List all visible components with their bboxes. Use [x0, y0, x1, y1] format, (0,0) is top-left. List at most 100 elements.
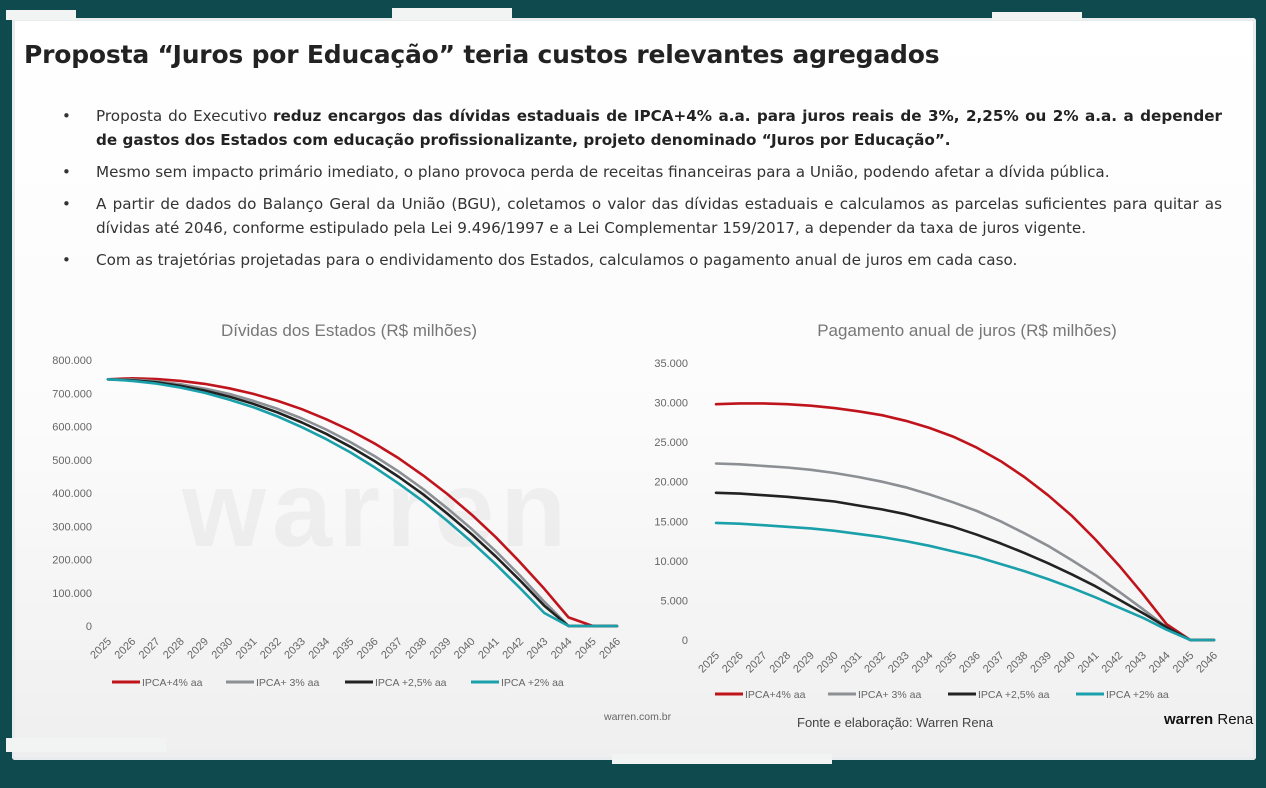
- bullet-dot: •: [62, 163, 71, 181]
- brand-logo-bold: warren: [1164, 711, 1214, 728]
- x-tick-label: 2038: [1005, 650, 1031, 676]
- x-tick-label: 2046: [1194, 650, 1220, 676]
- x-tick-label: 2031: [839, 650, 865, 676]
- bullet-item: • A partir de dados do Balanço Geral da …: [62, 192, 1222, 240]
- y-tick-label: 25.000: [654, 437, 688, 449]
- x-tick-label: 2030: [210, 636, 236, 662]
- x-tick-label: 2033: [886, 650, 912, 676]
- x-tick-label: 2040: [1052, 650, 1078, 676]
- x-tick-label: 2042: [1099, 650, 1125, 676]
- x-tick-label: 2034: [306, 636, 332, 662]
- series-line-2: [714, 462, 1216, 642]
- series-line-3: [106, 378, 619, 628]
- x-tick-label: 2039: [1028, 650, 1054, 676]
- y-tick-label: 0: [86, 621, 92, 633]
- x-tick-label: 2032: [862, 650, 888, 676]
- x-tick-label: 2026: [113, 636, 139, 662]
- x-tick-label: 2025: [88, 636, 114, 662]
- bullet-dot: •: [62, 251, 71, 269]
- x-tick-label: 2037: [379, 636, 405, 662]
- y-tick-label: 10.000: [654, 556, 688, 568]
- legend-label: IPCA+ 3% aa: [858, 689, 921, 701]
- series-line-1: [714, 402, 1216, 642]
- y-tick-label: 600.000: [52, 422, 92, 434]
- frame-texture: [992, 12, 1082, 20]
- bullet-item: • Proposta do Executivo reduz encargos d…: [62, 104, 1222, 152]
- y-tick-label: 5.000: [660, 595, 688, 607]
- x-tick-label: 2039: [428, 636, 454, 662]
- chart-title: Pagamento anual de juros (R$ milhões): [817, 321, 1117, 340]
- x-tick-label: 2036: [957, 650, 983, 676]
- x-tick-label: 2028: [161, 636, 187, 662]
- series-line-1: [106, 377, 619, 628]
- y-tick-label: 400.000: [52, 488, 92, 500]
- y-tick-label: 15.000: [654, 516, 688, 528]
- y-tick-label: 700.000: [52, 388, 92, 400]
- y-tick-label: 500.000: [52, 455, 92, 467]
- bullet-dot: •: [62, 195, 71, 213]
- slide-title: Proposta “Juros por Educação” teria cust…: [24, 40, 940, 69]
- bullet-dot: •: [62, 107, 71, 125]
- bullet-item: • Com as trajetórias projetadas para o e…: [62, 248, 1222, 272]
- x-tick-label: 2030: [815, 650, 841, 676]
- bullet-text-plain: A partir de dados do Balanço Geral da Un…: [96, 195, 1222, 237]
- brand-logo-light: Rena: [1213, 711, 1254, 728]
- bullet-text-plain: Proposta do Executivo: [96, 107, 273, 125]
- chart-title: Dívidas dos Estados (R$ milhões): [221, 321, 477, 340]
- y-tick-label: 0: [682, 635, 688, 647]
- x-tick-label: 2028: [767, 650, 793, 676]
- series-line-3: [714, 491, 1216, 642]
- x-tick-label: 2026: [720, 650, 746, 676]
- footer-url: warren.com.br: [604, 711, 672, 723]
- series-line-4: [714, 521, 1216, 642]
- y-tick-label: 30.000: [654, 398, 688, 410]
- x-tick-label: 2032: [258, 636, 284, 662]
- legend-label: IPCA +2% aa: [501, 677, 564, 689]
- y-tick-label: 35.000: [654, 358, 688, 370]
- charts-svg: warren Dívidas dos Estados (R$ milhões) 0…: [52, 321, 1220, 701]
- y-tick-label: 800.000: [52, 355, 92, 367]
- frame-texture: [6, 738, 166, 752]
- x-tick-label: 2045: [573, 636, 599, 662]
- legend-label: IPCA +2% aa: [1106, 689, 1169, 701]
- x-tick-label: 2038: [403, 636, 429, 662]
- x-tick-label: 2045: [1171, 650, 1197, 676]
- x-tick-label: 2034: [910, 650, 936, 676]
- x-tick-label: 2027: [744, 650, 770, 676]
- chart-pagamento-juros: Pagamento anual de juros (R$ milhões) 0 5.…: [654, 321, 1220, 701]
- x-tick-label: 2043: [1123, 650, 1149, 676]
- x-tick-label: 2035: [331, 636, 357, 662]
- x-tick-label: 2031: [234, 636, 260, 662]
- x-tick-label: 2041: [1076, 650, 1102, 676]
- y-tick-label: 200.000: [52, 555, 92, 567]
- frame-texture: [6, 10, 76, 20]
- x-tick-label: 2025: [696, 650, 722, 676]
- brand-logo: warren Rena: [1164, 711, 1253, 728]
- frame-texture: [612, 754, 832, 764]
- x-tick-label: 2046: [597, 636, 623, 662]
- legend-label: IPCA +2,5% aa: [978, 689, 1050, 701]
- bullet-item: • Mesmo sem impacto primário imediato, o…: [62, 160, 1222, 184]
- bullet-text-bold: reduz encargos das dívidas estaduais de …: [96, 107, 1222, 149]
- legend-label: IPCA+4% aa: [142, 677, 203, 689]
- legend-label: IPCA +2,5% aa: [375, 677, 447, 689]
- x-tick-label: 2040: [452, 636, 478, 662]
- x-tick-label: 2043: [525, 636, 551, 662]
- y-tick-label: 100.000: [52, 588, 92, 600]
- legend-label: IPCA+ 3% aa: [256, 677, 319, 689]
- x-tick-label: 2035: [933, 650, 959, 676]
- x-tick-label: 2044: [549, 636, 575, 662]
- bullet-list: • Proposta do Executivo reduz encargos d…: [62, 104, 1222, 280]
- x-tick-label: 2042: [500, 636, 526, 662]
- bullet-text-plain: Mesmo sem impacto primário imediato, o p…: [96, 163, 1110, 181]
- x-tick-label: 2029: [185, 636, 211, 662]
- x-tick-label: 2033: [282, 636, 308, 662]
- frame-texture: [392, 8, 512, 20]
- x-tick-label: 2029: [791, 650, 817, 676]
- y-tick-label: 20.000: [654, 477, 688, 489]
- series-line-2: [106, 378, 619, 628]
- x-tick-label: 2037: [981, 650, 1007, 676]
- bullet-text-plain: Com as trajetórias projetadas para o end…: [96, 251, 1018, 269]
- y-tick-label: 300.000: [52, 521, 92, 533]
- legend-label: IPCA+4% aa: [745, 689, 806, 701]
